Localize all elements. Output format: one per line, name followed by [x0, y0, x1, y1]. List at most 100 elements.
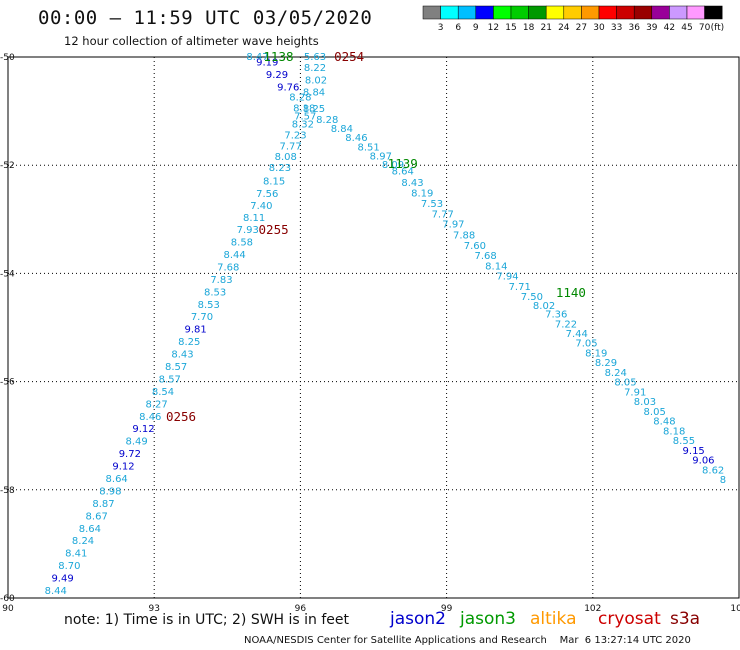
wave-height-label: 8.67	[86, 511, 108, 522]
wave-height-label: 7.05	[575, 339, 597, 350]
y-tick-label: -50	[0, 53, 15, 63]
legend-swatch	[651, 5, 670, 20]
pass-time-label: 0256	[166, 409, 196, 424]
wave-height-label: 5.63	[304, 52, 326, 63]
pass-time-label: 0254	[334, 49, 364, 64]
wave-height-label: 8.15	[263, 176, 285, 187]
wave-height-label: 8.64	[79, 524, 101, 535]
wave-height-label: 7.94	[496, 272, 518, 283]
wave-height-label: 8.27	[146, 399, 168, 410]
wave-height-label: 8.55	[673, 436, 695, 447]
wave-height-label: 8.54	[152, 387, 174, 398]
pass-time-label: 1140	[556, 285, 586, 300]
wave-height-label: 8.46	[139, 412, 161, 423]
legend-swatch	[457, 5, 477, 20]
legend-tick-label: 45	[681, 23, 692, 33]
wave-height-label: 8.29	[595, 358, 617, 369]
y-tick-label: -60	[0, 594, 15, 604]
wave-height-label: 7.68	[217, 262, 239, 273]
wave-height-label: 7.97	[442, 220, 464, 231]
map-frame	[7, 56, 740, 599]
wave-height-label: 8.44	[223, 250, 245, 261]
wave-height-label: 8.84	[303, 88, 325, 99]
wave-height-label: 9.06	[692, 456, 714, 467]
wave-height-label: 7.77	[280, 141, 302, 152]
wave-height-label: 7.60	[464, 241, 486, 252]
wave-height-label: 8.05	[644, 407, 666, 418]
wave-height-label: 8.97	[370, 152, 392, 163]
wave-height-label: 8.43	[401, 178, 423, 189]
wave-height-label: 7.71	[509, 282, 531, 293]
legend-tick-label: 33	[611, 23, 622, 33]
wave-height-label: 8.46	[345, 133, 367, 144]
legend-swatch	[581, 5, 600, 20]
legend-tick-label: 36	[628, 23, 640, 33]
wave-height-label: 9.81	[184, 325, 206, 336]
credit-line: NOAA/NESDIS Center for Satellite Applica…	[244, 635, 691, 646]
legend-tick-label: 6	[455, 23, 461, 33]
legend-swatch	[686, 5, 705, 20]
wave-height-label: 8.51	[357, 142, 379, 153]
wave-height-label: 8.47	[246, 52, 268, 63]
y-tick-label: -52	[0, 161, 15, 171]
wave-height-label: 8.05	[614, 378, 636, 389]
wave-height-label: 7.44	[566, 329, 588, 340]
wave-height-label: 9.12	[112, 462, 134, 473]
legend-swatch	[669, 5, 688, 20]
legend-tick-label: 3	[438, 23, 444, 33]
wave-height-label: 9.12	[132, 424, 154, 435]
legend-tick-label: 42	[664, 23, 675, 33]
legend-unit-label: (ft)	[711, 23, 725, 33]
satellite-label-cryosat: cryosat	[598, 609, 661, 629]
wave-height-label: 8.64	[106, 474, 128, 485]
wave-height-label: 8.70	[58, 561, 80, 572]
legend-swatch	[440, 5, 459, 20]
satellite-label-altika: altika	[530, 609, 577, 629]
wave-height-label: 8.53	[198, 300, 220, 311]
wave-height-label: 7.57	[294, 112, 316, 123]
legend-swatch	[704, 5, 723, 20]
wave-height-label: 9.76	[277, 82, 299, 93]
wave-height-label: 8.43	[171, 350, 193, 361]
wave-height-label: 7.93	[237, 225, 259, 236]
legend-tick-label: 9	[473, 23, 479, 33]
wave-height-label: 8.87	[92, 499, 114, 510]
wave-height-label: 8.09	[382, 160, 404, 171]
wave-height-label: 9.72	[119, 449, 141, 460]
wave-height-label: 8.57	[165, 362, 187, 373]
wave-height-label: 8.28	[289, 93, 311, 104]
wave-height-label: 8	[720, 475, 726, 486]
satellite-label-jason2: jason2	[390, 609, 446, 629]
wave-height-label: 8.11	[243, 213, 265, 224]
wave-height-label: 9.29	[266, 70, 288, 81]
wave-height-label: 8.14	[485, 261, 507, 272]
legend-swatch	[598, 5, 617, 20]
wave-height-label: 7.88	[453, 231, 475, 242]
footer-note: note: 1) Time is in UTC; 2) SWH is in fe…	[64, 612, 350, 628]
legend-tick-label: 39	[646, 23, 658, 33]
wave-height-label: 7.50	[521, 292, 543, 303]
wave-height-label: 8.19	[585, 348, 607, 359]
wave-height-label: 8.18	[663, 426, 685, 437]
wave-height-label: 8.84	[331, 124, 353, 135]
legend-swatch	[493, 5, 512, 20]
wave-height-label: 7.53	[421, 199, 443, 210]
wave-height-label: 8.08	[275, 152, 297, 163]
wave-height-label: 9.19	[256, 57, 278, 68]
wave-height-label: 7.83	[210, 275, 232, 286]
wave-height-label: 8.02	[533, 301, 555, 312]
pass-time-label: 0255	[259, 222, 289, 237]
x-tick-label: 105	[730, 604, 740, 614]
wave-height-label: 8.23	[269, 163, 291, 174]
page-subtitle: 12 hour collection of altimeter wave hei…	[64, 34, 319, 48]
y-tick-label: -54	[0, 269, 15, 279]
legend-swatch	[616, 5, 635, 20]
legend-swatch	[422, 5, 441, 20]
wave-height-label: 7.68	[474, 251, 496, 262]
wave-height-label: 7.56	[256, 189, 278, 200]
wave-height-label: 8.28	[316, 115, 338, 126]
legend-tick-label: 12	[488, 23, 499, 33]
wave-height-label: 7.36	[545, 310, 567, 321]
legend-swatch	[510, 5, 529, 20]
